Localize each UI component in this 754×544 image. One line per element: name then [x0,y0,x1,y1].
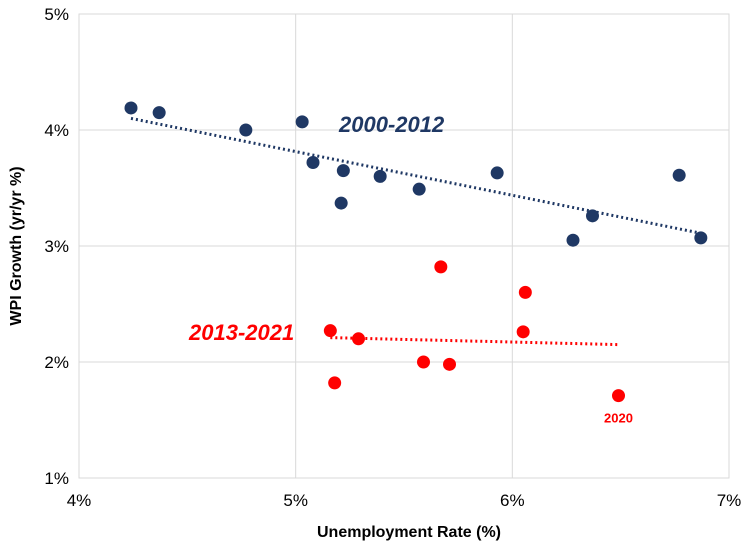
data-point-series-0 [412,182,426,196]
data-point-series-0 [694,231,708,245]
data-point-series-0 [239,123,253,137]
data-point-series-1 [518,285,532,299]
plot-area-border [78,13,730,479]
y-tick-label: 1% [44,469,69,488]
annotation-2020: 2020 [604,411,633,426]
data-point-series-1 [434,260,448,274]
y-tick-label: 4% [44,121,69,140]
data-point-series-0 [295,115,309,129]
x-axis-title: Unemployment Rate (%) [317,524,501,541]
y-tick-label: 2% [44,353,69,372]
data-point-series-0 [124,101,138,115]
data-point-series-0 [490,166,504,180]
data-point-series-0 [334,196,348,210]
data-points [124,101,708,403]
series-label-2013-2021: 2013-2021 [188,320,294,345]
trendline-series-0 [130,116,702,235]
data-point-series-1 [328,376,342,390]
data-point-series-1 [417,355,430,369]
data-point-series-1 [443,357,456,371]
data-point-series-1 [516,325,530,339]
data-point-series-1 [352,332,365,346]
tick-labels: 4% 5% 6% 7% 1% 2% 3% 4% 5% [44,5,741,510]
gridlines [78,13,730,479]
data-point-series-0 [586,209,599,223]
series-label-2000-2012: 2000-2012 [338,112,445,137]
data-point-series-0 [336,164,350,178]
x-tick-label: 5% [283,491,308,510]
data-point-series-1 [612,389,625,403]
y-tick-label: 3% [44,237,69,256]
data-point-series-0 [373,169,387,183]
y-tick-label: 5% [44,5,69,24]
data-point-series-0 [672,168,686,182]
trendline-series-1 [330,336,619,347]
data-point-series-0 [306,155,320,169]
x-tick-label: 6% [500,491,525,510]
data-point-series-0 [566,233,580,247]
x-tick-label: 7% [717,491,742,510]
data-point-series-1 [323,324,337,338]
x-tick-label: 4% [67,491,92,510]
data-point-series-0 [152,106,166,120]
trendlines [130,116,702,347]
y-axis-title: WPI Growth (yr/yr %) [8,166,25,325]
